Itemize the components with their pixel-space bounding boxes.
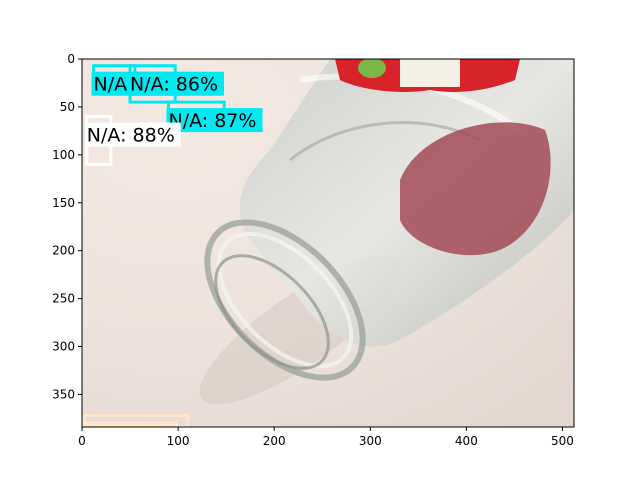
x-tick-label: 100: [167, 434, 190, 448]
y-tick-label: 100: [52, 148, 75, 162]
y-axis: 0 50 100 150 200 250 300 350: [52, 52, 82, 401]
x-tick-label: 500: [551, 434, 574, 448]
y-tick-label: 200: [52, 244, 75, 258]
y-tick-label: 150: [52, 196, 75, 210]
detection-label: N/A: 86%: [130, 74, 218, 96]
x-tick-label: 0: [78, 434, 86, 448]
y-tick-label: 250: [52, 292, 75, 306]
jar-photo: N/A: 86%N/A: 86%N/A: 87%N/A: 88%N/A: 86%: [82, 59, 574, 446]
x-axis: 0 100 200 300 400 500: [78, 427, 574, 448]
detection-label: N/A: 88%: [87, 125, 175, 147]
plot-frame: [81, 58, 575, 428]
detection-label-bg: [128, 71, 225, 96]
detection-label-bg: [84, 122, 181, 147]
x-tick-label: 400: [455, 434, 478, 448]
y-tick-label: 0: [67, 52, 75, 66]
y-tick-label: 350: [52, 387, 75, 401]
detection-label: N/A: 87%: [168, 110, 256, 132]
x-tick-label: 200: [263, 434, 286, 448]
x-tick-label: 300: [359, 434, 382, 448]
detection-label-bg: [82, 421, 178, 427]
detection-label: N/A: 86%: [84, 424, 172, 446]
detection-box: [82, 414, 190, 427]
detection-label-bg: [166, 108, 263, 133]
y-tick-label: 50: [60, 100, 75, 114]
y-tick-label: 300: [52, 340, 75, 354]
